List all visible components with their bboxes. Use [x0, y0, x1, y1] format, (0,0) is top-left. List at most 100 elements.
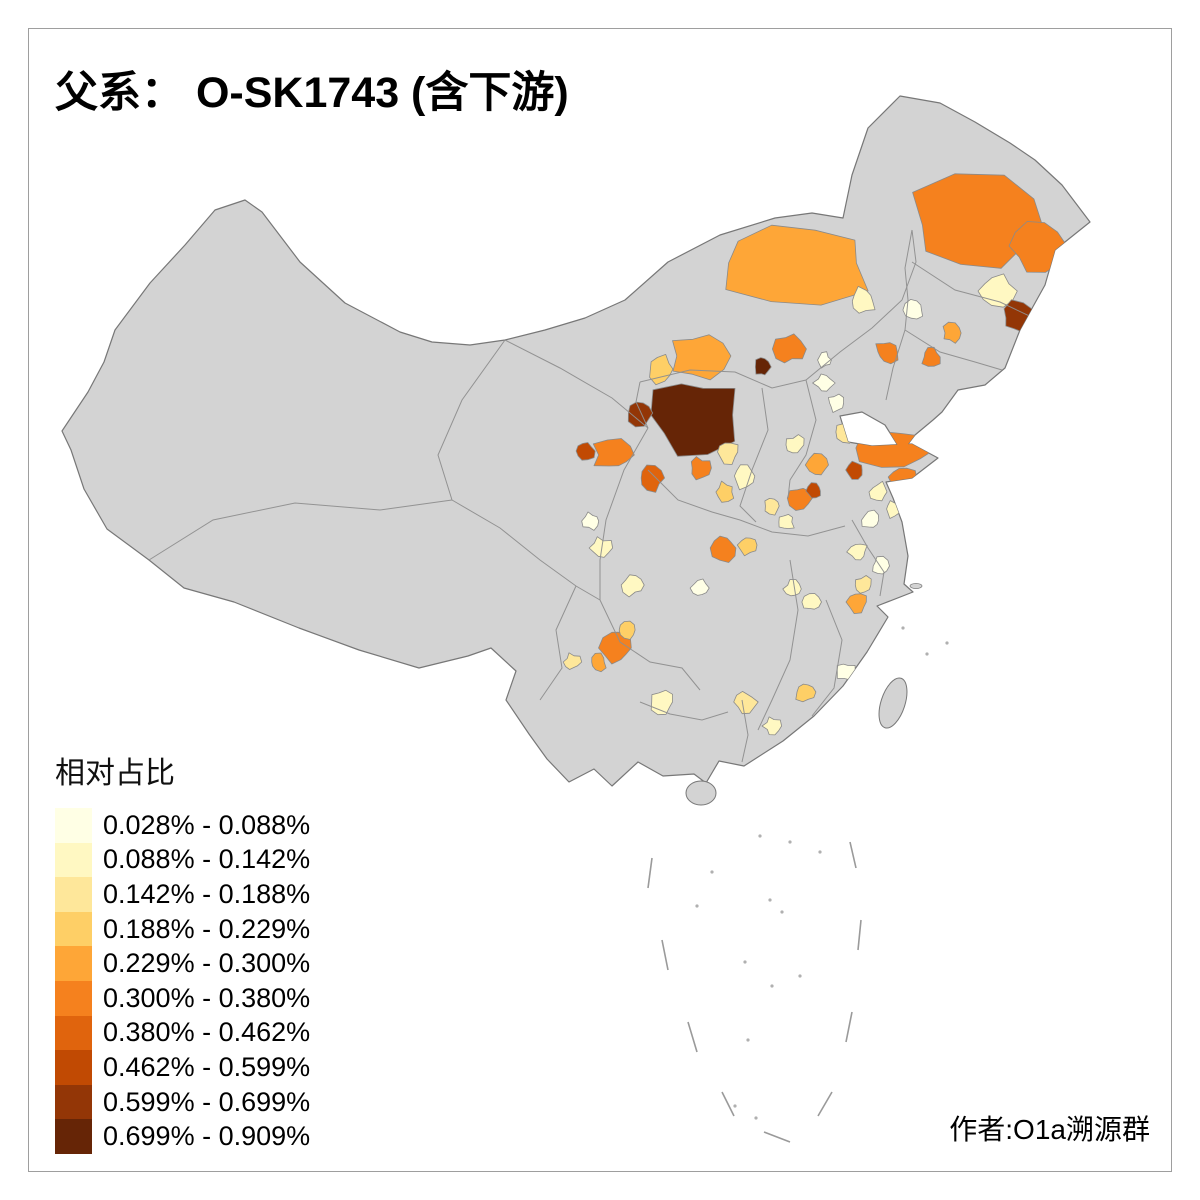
- island-speck: [798, 974, 802, 978]
- legend-swatch: [55, 980, 92, 1016]
- legend-row: 0.088% - 0.142%: [55, 842, 311, 878]
- prefecture-region: [591, 652, 607, 673]
- prefecture-region: [592, 438, 635, 467]
- nine-dash-line-segment: [817, 1091, 833, 1117]
- prefecture-region: [640, 464, 665, 493]
- legend-label: 0.462% - 0.599%: [103, 1051, 311, 1082]
- map-title: 父系： O-SK1743 (含下游): [55, 69, 569, 117]
- province-border: [437, 339, 506, 501]
- prefecture-region: [725, 224, 869, 306]
- province-border: [639, 229, 917, 389]
- legend-label: 0.699% - 0.909%: [103, 1121, 311, 1152]
- prefecture-region: [875, 342, 899, 365]
- province-border: [639, 701, 729, 721]
- taiwan-island: [878, 677, 908, 729]
- legend-row: 0.142% - 0.188%: [55, 877, 310, 912]
- legend-row: 0.028% - 0.088%: [55, 808, 310, 843]
- prefecture-region: [868, 480, 888, 502]
- prefecture-region: [817, 351, 832, 369]
- province-border: [599, 427, 649, 600]
- prefecture-region: [828, 393, 844, 413]
- chongming-island: [909, 583, 923, 589]
- prefecture-region: [786, 488, 813, 511]
- island-speck: [743, 960, 747, 964]
- prefecture-region: [861, 509, 880, 528]
- prefecture-region: [845, 460, 863, 480]
- prefecture-region: [851, 286, 876, 314]
- prefecture-region: [854, 575, 872, 594]
- prefecture-region: [562, 652, 583, 670]
- nine-dash-line-segment: [687, 1021, 698, 1053]
- province-border: [539, 585, 577, 701]
- province-border: [451, 499, 601, 601]
- province-border: [885, 229, 913, 401]
- prefecture-region: [782, 579, 802, 597]
- prefecture-region: [736, 537, 758, 557]
- legend-swatch: [55, 1050, 92, 1085]
- nine-dash-line-segment: [845, 1011, 853, 1043]
- legend-swatch: [55, 1084, 92, 1120]
- legend-title: 相对占比: [55, 757, 175, 790]
- province-border: [739, 519, 846, 537]
- legend-row: 0.188% - 0.229%: [55, 911, 310, 947]
- prefecture-region: [795, 683, 817, 703]
- legend-swatch: [55, 911, 92, 947]
- prefecture-region: [805, 482, 821, 499]
- island-speck: [818, 850, 822, 854]
- legend-label: 0.380% - 0.462%: [103, 1017, 311, 1048]
- island-speck: [746, 1038, 750, 1042]
- prefecture-region: [812, 373, 836, 392]
- island-speck: [925, 652, 929, 656]
- prefecture-region: [845, 593, 867, 614]
- prefecture-region: [734, 464, 756, 491]
- prefecture-region: [717, 442, 739, 465]
- legend-label: 0.142% - 0.188%: [103, 878, 311, 909]
- prefecture-region: [761, 716, 782, 736]
- legend: 相对占比 0.028% - 0.088% 0.088% - 0.142% 0.142…: [55, 748, 310, 1154]
- nine-dash-line-segment: [721, 1091, 735, 1117]
- legend-swatch: [55, 808, 92, 843]
- prefecture-region: [836, 663, 856, 680]
- prefecture-region: [588, 536, 613, 558]
- prefecture-region: [772, 333, 807, 364]
- legend-swatch: [55, 1015, 92, 1051]
- island-speck: [710, 870, 714, 874]
- island-speck: [770, 984, 774, 988]
- prefecture-region: [846, 543, 868, 561]
- legend-label: 0.028% - 0.088%: [103, 809, 311, 840]
- prefecture-region: [672, 334, 732, 381]
- legend-label: 0.229% - 0.300%: [103, 948, 311, 979]
- province-border: [647, 469, 741, 521]
- legend-swatch: [55, 877, 92, 912]
- province-border: [811, 599, 843, 717]
- province-border: [851, 519, 885, 597]
- legend-swatch: [55, 946, 92, 981]
- province-border: [739, 387, 769, 523]
- legend-swatch: [55, 842, 92, 878]
- prefecture-region: [942, 321, 962, 344]
- legend-row: 0.229% - 0.300%: [55, 946, 310, 981]
- legend-label: 0.300% - 0.380%: [103, 982, 311, 1013]
- province-border: [504, 339, 649, 429]
- hainan-island: [685, 780, 717, 806]
- nine-dash-line-segment: [647, 857, 653, 889]
- prefecture-region: [709, 535, 737, 563]
- province-border: [787, 379, 817, 499]
- province-border: [148, 499, 453, 561]
- legend-row: 0.380% - 0.462%: [55, 1015, 311, 1051]
- legend-label: 0.088% - 0.142%: [103, 844, 311, 875]
- nine-dash-line-segment: [661, 939, 669, 971]
- author-credit: 作者:O1a溯源群: [949, 1114, 1150, 1145]
- prefecture-region: [778, 514, 795, 529]
- legend-label: 0.599% - 0.699%: [103, 1086, 311, 1117]
- island-speck: [780, 910, 784, 914]
- prefecture-region: [690, 456, 712, 481]
- prefecture-region: [715, 480, 735, 503]
- legend-row: 0.300% - 0.380%: [55, 980, 311, 1016]
- prefecture-region: [804, 452, 829, 476]
- legend-row: 0.462% - 0.599%: [55, 1050, 310, 1085]
- province-border: [757, 559, 799, 731]
- prefecture-region: [733, 691, 759, 715]
- nine-dash-line-segment: [857, 919, 862, 951]
